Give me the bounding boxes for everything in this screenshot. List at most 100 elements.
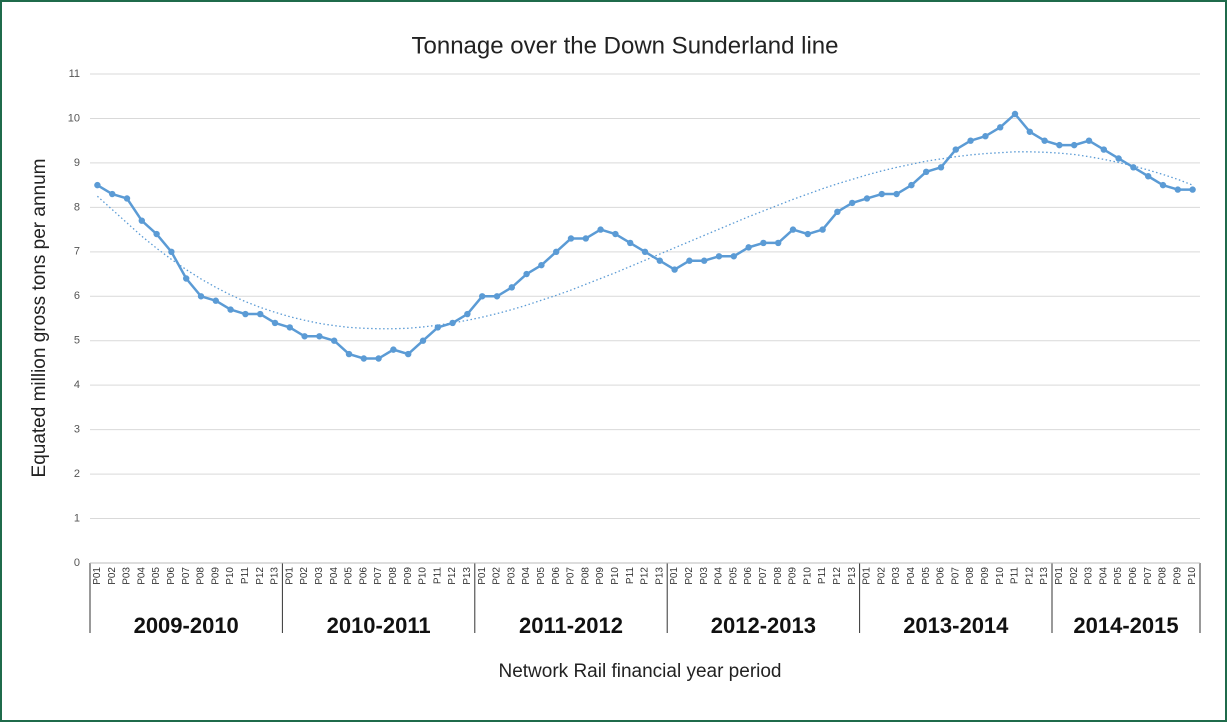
data-point xyxy=(597,226,604,233)
x-tick-label: P05 xyxy=(728,567,739,585)
x-tick-label: P07 xyxy=(1143,567,1154,585)
data-point xyxy=(789,226,797,233)
x-tick-label: P07 xyxy=(950,567,961,585)
x-tick-label: P09 xyxy=(403,567,414,585)
x-tick-label: P12 xyxy=(447,567,458,585)
y-tick-label: 8 xyxy=(74,201,80,213)
x-tick-label: P10 xyxy=(418,567,429,585)
x-tick-label: P11 xyxy=(240,567,251,584)
x-tick-label: P03 xyxy=(314,567,325,585)
chart-title: Tonnage over the Down Sunderland line xyxy=(412,32,839,59)
data-point xyxy=(138,217,145,224)
x-tick-label: P06 xyxy=(166,567,177,585)
data-point xyxy=(612,230,619,238)
x-tick-label: P09 xyxy=(595,567,606,585)
data-point xyxy=(1174,186,1182,193)
x-tick-label: P13 xyxy=(1039,567,1050,585)
x-tick-label: P08 xyxy=(773,567,784,585)
x-tick-label: P02 xyxy=(299,567,310,585)
x-tick-label: P06 xyxy=(551,567,562,585)
data-point xyxy=(523,270,530,278)
data-point xyxy=(405,350,412,358)
x-tick-label: P03 xyxy=(699,567,710,585)
data-point xyxy=(419,337,427,344)
data-point xyxy=(760,239,767,247)
x-tick-label: P08 xyxy=(1158,567,1169,585)
data-point xyxy=(345,350,353,358)
data-point xyxy=(331,337,338,344)
x-tick-label: P09 xyxy=(788,567,799,585)
group-label: 2011-2012 xyxy=(519,613,623,638)
x-tick-label: P05 xyxy=(344,567,355,585)
x-tick-label: P10 xyxy=(225,567,236,585)
x-tick-label: P03 xyxy=(506,567,517,585)
x-tick-label: P12 xyxy=(640,567,651,585)
x-tick-label: P02 xyxy=(1069,567,1080,585)
y-tick-label: 9 xyxy=(74,157,80,169)
trend-line xyxy=(96,151,1193,330)
x-tick-label: P12 xyxy=(255,567,266,585)
x-tick-label: P08 xyxy=(965,567,976,585)
data-point xyxy=(464,310,471,318)
y-tick-label: 10 xyxy=(68,112,80,124)
group-label: 2010-2011 xyxy=(327,613,431,638)
x-tick-label: P11 xyxy=(817,567,828,584)
data-point xyxy=(1011,110,1019,118)
data-point xyxy=(997,124,1004,131)
group-label: 2009-2010 xyxy=(134,613,239,638)
y-tick-label: 11 xyxy=(69,68,80,80)
x-tick-label: P03 xyxy=(122,567,133,585)
x-tick-label: P07 xyxy=(566,567,577,585)
data-point xyxy=(1026,128,1034,135)
data-point xyxy=(1159,181,1167,189)
x-tick-label: P06 xyxy=(358,567,369,585)
data-point xyxy=(553,248,560,256)
data-point xyxy=(153,230,160,238)
data-point xyxy=(923,168,930,175)
x-tick-label: P08 xyxy=(388,567,399,585)
data-point xyxy=(1130,164,1137,171)
data-point xyxy=(641,248,649,256)
x-tick-label: P13 xyxy=(654,567,665,585)
data-point xyxy=(257,310,264,318)
group-label: 2013-2014 xyxy=(903,613,1009,638)
data-point xyxy=(863,195,871,202)
data-point xyxy=(183,275,190,282)
data-point xyxy=(849,199,856,207)
x-tick-label: P02 xyxy=(876,567,887,585)
x-tick-label: P03 xyxy=(1084,567,1095,585)
data-point xyxy=(316,333,323,340)
data-point xyxy=(627,239,634,247)
x-tick-label: P05 xyxy=(536,567,547,585)
x-tick-label: P04 xyxy=(1098,567,1109,585)
data-point xyxy=(967,137,974,144)
x-tick-label: P05 xyxy=(921,567,932,585)
data-point xyxy=(449,319,456,327)
x-tick-label: P01 xyxy=(284,567,295,585)
data-point xyxy=(982,133,989,140)
y-tick-label: 1 xyxy=(74,512,80,524)
data-point xyxy=(1056,141,1063,149)
data-point xyxy=(227,306,234,313)
data-point xyxy=(286,324,293,331)
x-tick-label: P10 xyxy=(995,567,1006,585)
data-point xyxy=(686,257,693,264)
x-tick-label: P12 xyxy=(1024,567,1035,585)
data-point xyxy=(671,266,678,273)
x-tick-label: P06 xyxy=(1128,567,1139,585)
y-tick-label: 3 xyxy=(74,424,80,436)
x-tick-label: P11 xyxy=(1010,567,1021,584)
x-axis-title: Network Rail financial year period xyxy=(498,661,781,682)
x-tick-label: P04 xyxy=(329,567,340,585)
data-point xyxy=(567,235,575,242)
data-point xyxy=(1085,137,1093,144)
x-tick-label: P01 xyxy=(862,567,873,585)
x-tick-label: P13 xyxy=(847,567,858,585)
data-point xyxy=(775,239,782,247)
data-point xyxy=(360,355,367,362)
data-point xyxy=(242,310,249,318)
x-tick-label: P06 xyxy=(743,567,754,585)
x-tick-label: P02 xyxy=(107,567,118,585)
y-tick-label: 0 xyxy=(74,557,80,569)
